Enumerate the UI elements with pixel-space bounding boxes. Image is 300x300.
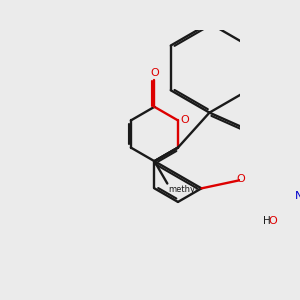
Text: O: O: [269, 216, 278, 226]
Text: O: O: [150, 68, 159, 78]
Text: O: O: [236, 174, 244, 184]
Text: N: N: [295, 191, 300, 201]
Text: O: O: [181, 116, 190, 125]
Text: H: H: [263, 216, 271, 226]
Text: methyl: methyl: [169, 185, 198, 194]
